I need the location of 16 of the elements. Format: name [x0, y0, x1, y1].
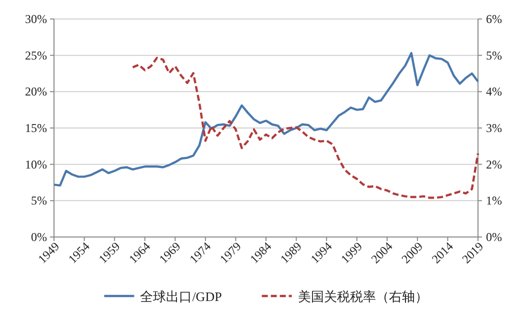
y-tick-label: 15%	[25, 121, 47, 135]
y2-tick-label: 1%	[486, 194, 502, 208]
y2-tick-label: 3%	[486, 121, 502, 135]
y-tick-label: 5%	[31, 194, 47, 208]
legend-label: 美国关税税率（右轴）	[298, 289, 428, 304]
y2-tick-label: 2%	[486, 157, 502, 172]
legend-label: 全球出口/GDP	[140, 289, 222, 304]
y-tick-label: 0%	[31, 230, 47, 244]
y2-tick-label: 5%	[486, 48, 502, 62]
y2-tick-label: 0%	[486, 230, 502, 244]
y2-tick-label: 4%	[486, 84, 502, 99]
y-tick-label: 25%	[25, 48, 47, 62]
y-tick-label: 10%	[25, 157, 47, 172]
y-tick-label: 20%	[25, 84, 47, 99]
y-tick-label: 30%	[25, 12, 47, 26]
y2-tick-label: 6%	[486, 12, 502, 26]
